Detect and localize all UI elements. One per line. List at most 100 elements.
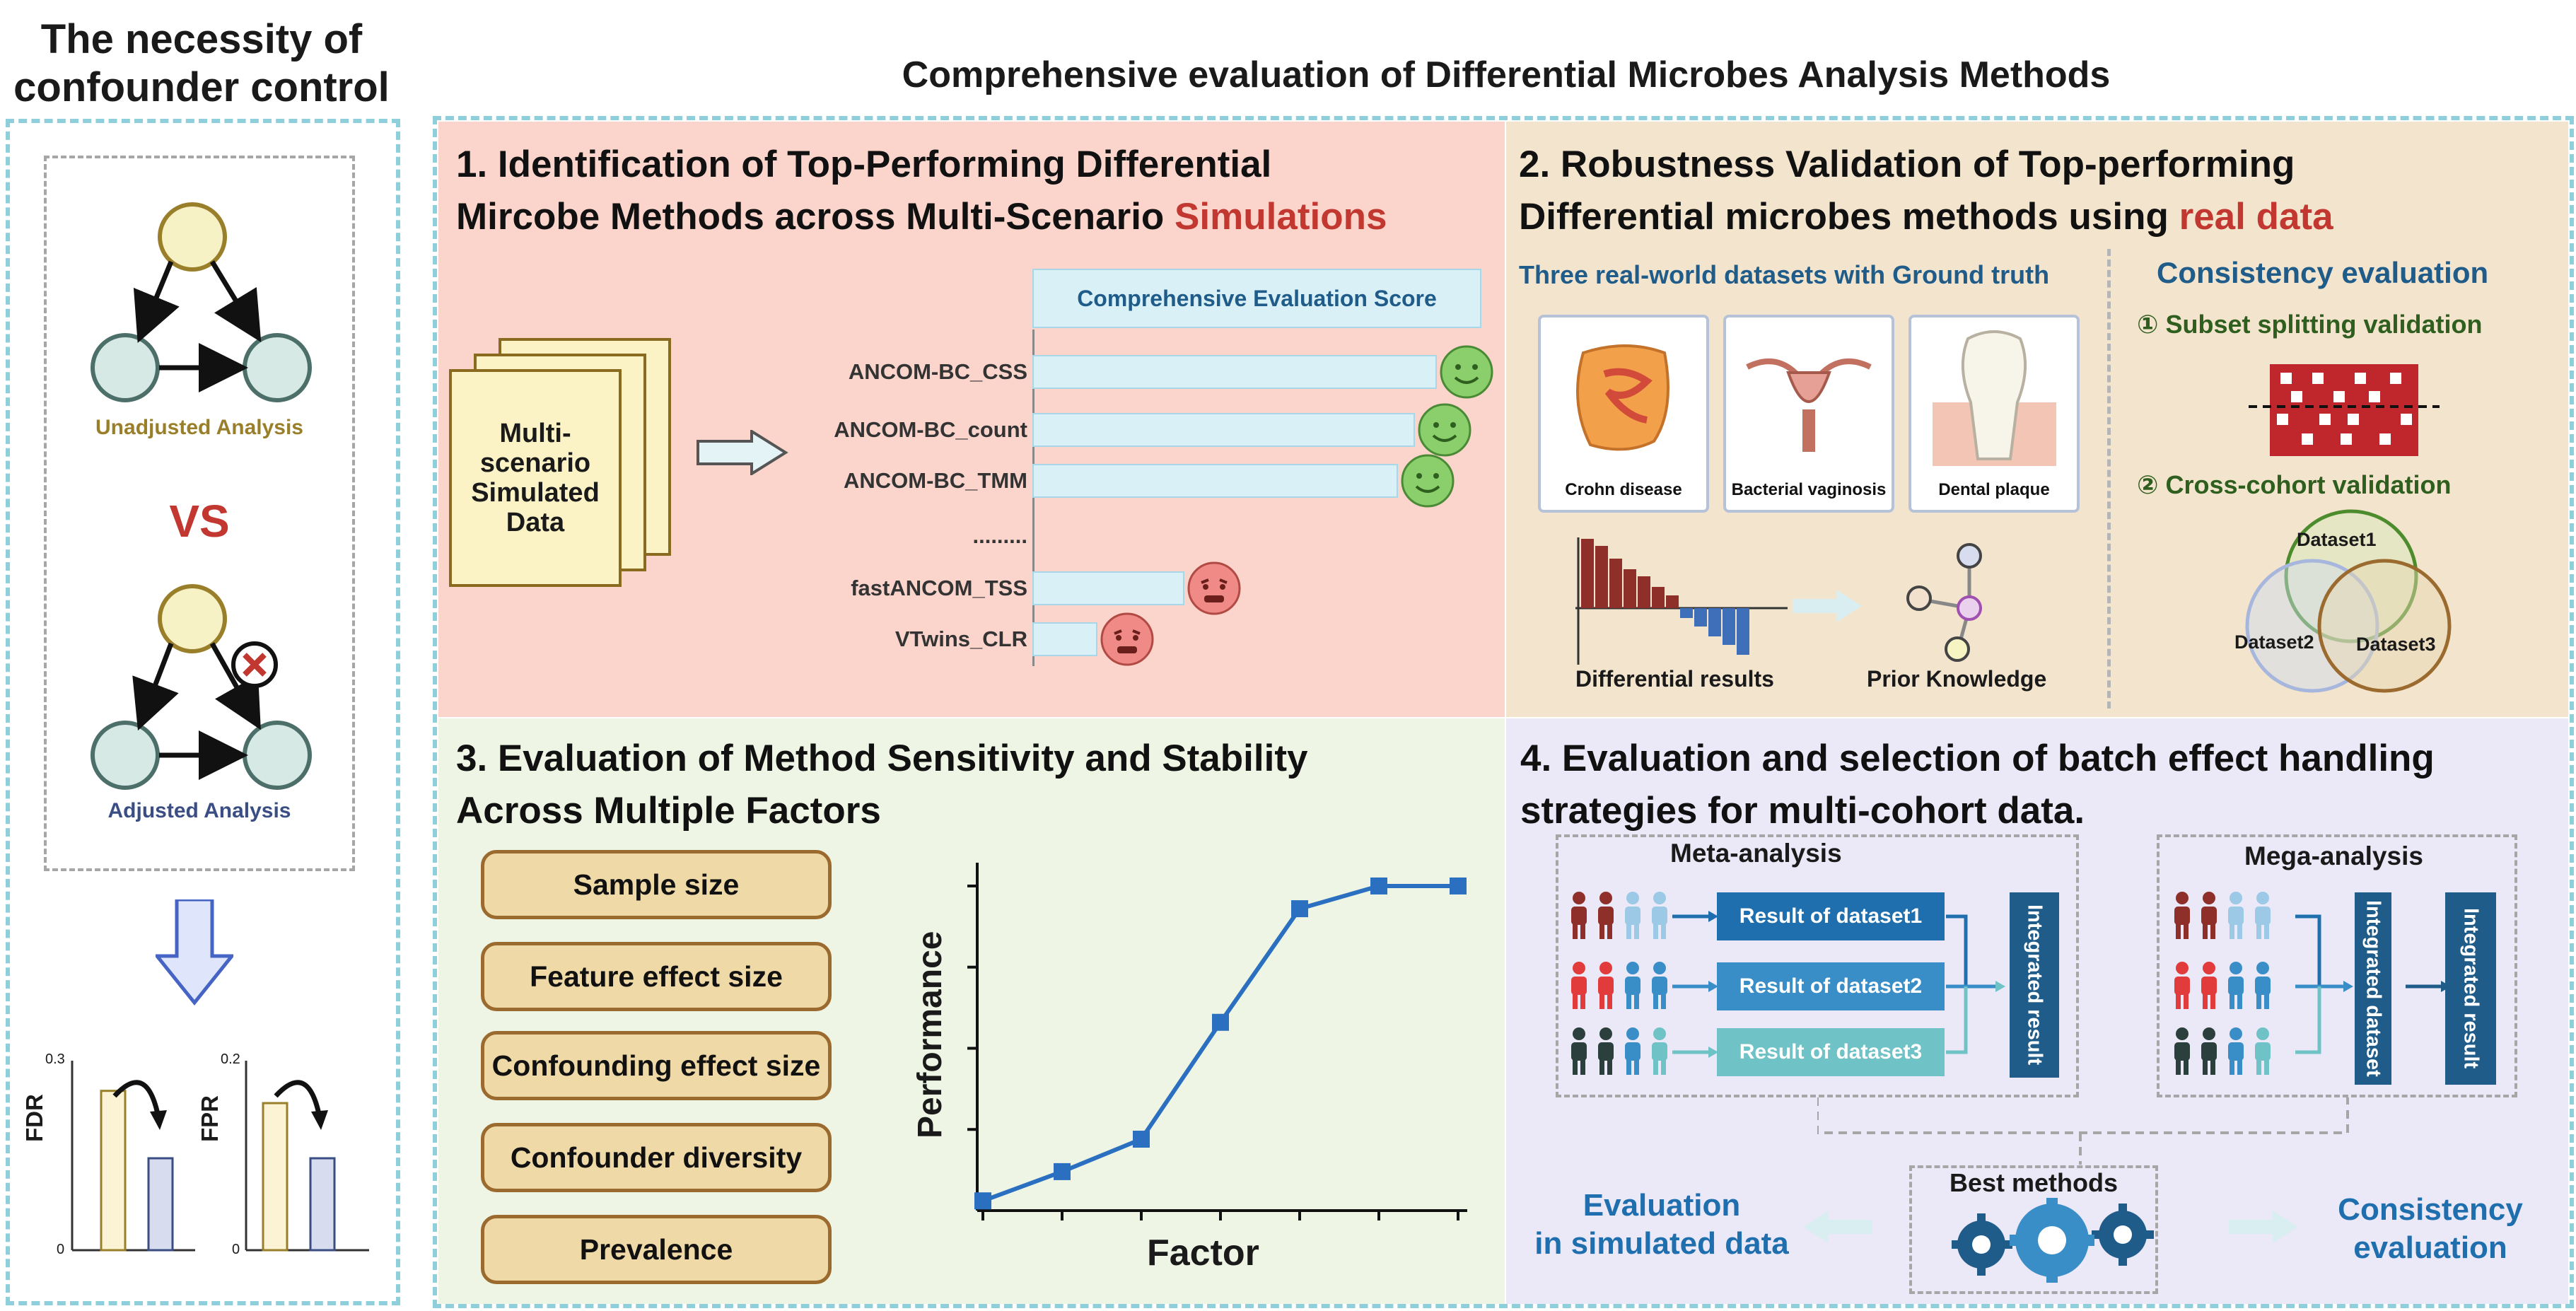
score-bar — [1032, 622, 1098, 656]
person-icon — [1571, 962, 1587, 1009]
score-bar — [1032, 571, 1185, 605]
uterus-icon — [1746, 359, 1872, 452]
result-dataset3: Result of dataset3 — [1717, 1028, 1945, 1076]
method-label: ANCOM-BC_CSS — [848, 359, 1027, 384]
integrated-dataset-box: Integrated dataset — [2355, 892, 2391, 1085]
person-icon — [2228, 892, 2244, 939]
crohn-card: Crohn disease — [1538, 315, 1709, 513]
panel3-title: 3. Evaluation of Method Sensitivity and … — [456, 733, 1307, 837]
bv-card: Bacterial vaginosis — [1723, 315, 1894, 513]
subset-label: ① Subset splitting validation — [2137, 310, 2483, 339]
datasets-title: Three real-world datasets with Ground tr… — [1519, 260, 2050, 289]
fdr-ytop: 0.3 — [45, 1051, 65, 1067]
panel2-title-highlight: real data — [2179, 196, 2333, 238]
happy-face-icon — [1418, 403, 1471, 457]
panel3-title-line2: Across Multiple Factors — [456, 790, 881, 832]
person-icon — [1571, 1027, 1587, 1075]
meta-frame — [1556, 834, 2079, 1097]
fdr-bar-adjusted — [147, 1157, 174, 1252]
factor-feature-effect: Feature effect size — [481, 942, 832, 1011]
simulated-data-doc: Multi- scenario Simulated Data — [449, 369, 622, 587]
integrated-result-box: Integrated result — [2010, 892, 2059, 1078]
right-light-arrow-icon — [2229, 1211, 2298, 1243]
main-title: Comprehensive evaluation of Differential… — [902, 54, 2111, 95]
score-bar — [1032, 355, 1437, 389]
knowledge-graph-icon — [1906, 543, 1982, 662]
panel4-title-line1: 4. Evaluation and selection of batch eff… — [1520, 738, 2435, 779]
main-frame — [433, 116, 2574, 1308]
dataset-dental: Dental plaque — [1938, 480, 2050, 499]
fpr-bar-adjusted — [309, 1157, 336, 1252]
mega-people-icons — [2174, 892, 2271, 1075]
score-axis — [1032, 330, 1035, 666]
prior-knowledge-label: Prior Knowledge — [1867, 666, 2047, 692]
panel1-title-line1: 1. Identification of Top-Performing Diff… — [456, 144, 1272, 185]
consistency-eval-line1: Consistency — [2338, 1192, 2523, 1227]
panel-sensitivity — [438, 718, 1505, 1304]
data-point — [1291, 900, 1308, 918]
person-icon — [1652, 1027, 1667, 1075]
factor-sample-size: Sample size — [481, 850, 832, 919]
person-icon — [2228, 962, 2244, 1009]
factor-confounding-effect: Confounding effect size — [481, 1031, 832, 1100]
exposure-node — [91, 333, 160, 402]
left-light-arrow-icon — [1803, 1211, 1872, 1243]
fpr-ytop: 0.2 — [221, 1051, 240, 1067]
panel1-title-highlight: Simulations — [1175, 196, 1387, 238]
left-frame — [6, 119, 400, 1305]
score-title: Comprehensive Evaluation Score — [1032, 269, 1481, 328]
factor-confounder-diversity: Confounder diversity — [481, 1123, 832, 1192]
adjusted-label: Adjusted Analysis — [107, 799, 291, 822]
factor-prevalence: Prevalence — [481, 1215, 832, 1284]
left-title-line2: confounder control — [13, 64, 390, 110]
data-point — [1450, 877, 1467, 895]
venn-dataset1: Dataset1 — [2297, 529, 2377, 550]
person-icon — [1598, 962, 1614, 1009]
data-point — [1054, 1163, 1071, 1180]
person-icon — [2174, 962, 2190, 1009]
data-point — [1133, 1131, 1150, 1148]
score-bar — [1032, 413, 1416, 447]
down-arrow-icon — [156, 899, 233, 1006]
meta-title: Meta-analysis — [1670, 839, 1842, 868]
panel2-divider — [2107, 249, 2111, 709]
eval-simulated-label: Evaluation in simulated data — [1520, 1187, 1803, 1263]
intestine-icon — [1576, 344, 1669, 451]
dataset-bv: Bacterial vaginosis — [1731, 480, 1887, 499]
meta-flow-arrows — [1672, 911, 2005, 1058]
panel4-title: 4. Evaluation and selection of batch eff… — [1520, 733, 2435, 837]
mega-flow-arrows — [2295, 914, 2451, 1054]
gears-icon — [1952, 1198, 2154, 1283]
data-point — [1370, 877, 1387, 895]
person-icon — [1625, 962, 1640, 1009]
method-label: fastANCOM_TSS — [851, 576, 1027, 600]
connector-lines — [1817, 1097, 2349, 1165]
happy-face-icon — [1401, 454, 1455, 508]
cross-cohort-label: ② Cross-cohort validation — [2137, 470, 2452, 499]
consistency-eval-line2: evaluation — [2353, 1230, 2507, 1265]
panel1-title: 1. Identification of Top-Performing Diff… — [456, 139, 1387, 243]
score-bar — [1032, 464, 1398, 498]
outcome-node-adjusted — [243, 721, 312, 790]
fdr-ybottom: 0 — [57, 1242, 65, 1257]
person-icon — [1598, 892, 1614, 939]
person-icon — [1652, 962, 1667, 1009]
performance-line-chart — [967, 863, 1467, 1220]
exposure-node-adjusted — [91, 721, 160, 790]
fdr-bar-unadjusted — [100, 1090, 127, 1252]
consistency-title: Consistency evaluation — [2157, 256, 2489, 289]
differential-bar-icon — [1575, 537, 1788, 665]
dag-diagrams — [91, 202, 312, 790]
fpr-bar-unadjusted — [262, 1102, 289, 1252]
left-title-line1: The necessity of — [40, 16, 363, 62]
chart-xlabel: Factor — [1147, 1233, 1259, 1274]
fpr-chart — [245, 1061, 369, 1252]
eval-simulated-line2: in simulated data — [1534, 1226, 1789, 1261]
panel2-title: 2. Robustness Validation of Top-performi… — [1519, 139, 2333, 243]
person-icon — [2174, 1027, 2190, 1075]
method-label: ANCOM-BC_count — [834, 417, 1027, 442]
person-icon — [1625, 1027, 1640, 1075]
light-arrow-icon — [1793, 590, 1862, 622]
person-icon — [1571, 892, 1587, 939]
panel2-title-line2: Differential microbes methods using — [1519, 196, 2179, 238]
